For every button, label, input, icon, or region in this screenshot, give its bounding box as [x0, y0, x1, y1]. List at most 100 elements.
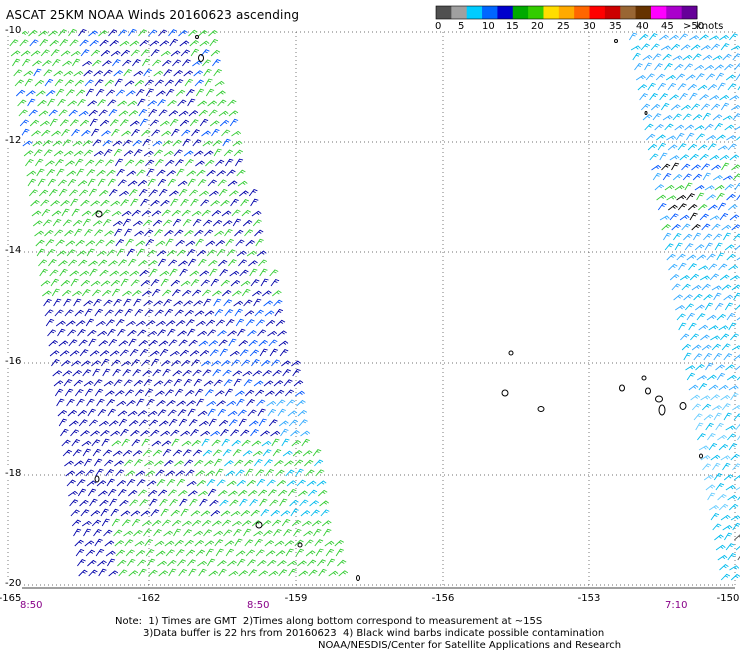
- wind-barb: [281, 511, 290, 516]
- wind-barb: [188, 99, 196, 106]
- wind-barb: [721, 515, 730, 520]
- wind-barb: [143, 139, 151, 146]
- wind-barb: [633, 53, 641, 60]
- wind-barb: [727, 434, 736, 440]
- wind-barb: [708, 85, 717, 90]
- note-line-2: 3)Data buffer is 22 hrs from 20160623 4)…: [143, 628, 604, 639]
- latitude-label: -16: [4, 356, 22, 367]
- wind-barb: [703, 173, 711, 180]
- wind-barb: [120, 41, 129, 46]
- wind-barb: [49, 110, 58, 116]
- wind-barb: [137, 399, 145, 406]
- wind-barb: [116, 90, 125, 96]
- wind-barb: [301, 431, 310, 436]
- wind-barb: [139, 30, 147, 36]
- wind-barb: [268, 331, 277, 336]
- wind-barb: [164, 70, 172, 76]
- wind-barb: [675, 306, 684, 310]
- wind-barb: [152, 441, 161, 446]
- wind-barb: [110, 351, 119, 356]
- wind-barb: [101, 200, 110, 206]
- wind-barb: [25, 79, 33, 86]
- wind-barb: [707, 254, 716, 260]
- wind-barb: [216, 549, 224, 556]
- wind-barb: [702, 224, 711, 230]
- wind-barb: [692, 286, 701, 291]
- wind-barb: [120, 350, 129, 356]
- wind-barb: [196, 239, 204, 246]
- legend-swatch: [620, 6, 636, 19]
- wind-barb: [124, 380, 132, 386]
- wind-barb: [74, 71, 83, 76]
- wind-barb: [716, 365, 725, 370]
- wind-barb: [229, 111, 238, 116]
- island: [642, 376, 646, 380]
- wind-barb: [258, 330, 267, 336]
- wind-barb: [130, 41, 139, 46]
- wind-barb: [296, 469, 304, 476]
- wind-barb: [280, 350, 288, 356]
- wind-barb: [121, 50, 130, 56]
- wind-barb: [315, 540, 323, 546]
- wind-barb: [229, 339, 237, 346]
- wind-barb: [125, 229, 133, 236]
- wind-barb: [665, 64, 673, 70]
- wind-barb: [736, 545, 740, 550]
- wind-barb: [190, 271, 199, 276]
- wind-barb: [225, 230, 233, 237]
- wind-barb: [161, 51, 170, 56]
- wind-barb: [169, 340, 177, 346]
- wind-barb: [235, 309, 243, 316]
- wind-barb: [22, 59, 30, 66]
- wind-barb: [680, 334, 689, 340]
- longitude-label: -150: [717, 593, 740, 604]
- wind-barb: [185, 79, 193, 86]
- wind-barb: [218, 409, 226, 416]
- wind-barb: [727, 254, 736, 260]
- wind-barb: [705, 186, 714, 190]
- wind-barb: [92, 520, 101, 526]
- wind-barb: [671, 105, 680, 110]
- wind-barb: [179, 189, 187, 196]
- wind-barb: [128, 491, 137, 497]
- wind-barb: [284, 380, 292, 386]
- wind-barb: [680, 94, 688, 101]
- wind-barb: [193, 450, 202, 456]
- wind-barb: [288, 490, 296, 497]
- wind-barb: [109, 110, 117, 116]
- wind-barb: [702, 404, 711, 410]
- wind-barb: [81, 200, 90, 206]
- wind-barb: [715, 65, 724, 70]
- wind-barb: [221, 280, 230, 286]
- wind-barb: [673, 56, 682, 60]
- wind-barb: [176, 90, 185, 96]
- wind-barb: [35, 80, 44, 86]
- wind-barb: [191, 430, 199, 436]
- wind-barb: [60, 351, 69, 356]
- wind-barb: [42, 210, 50, 217]
- wind-barb: [188, 259, 196, 266]
- wind-barb: [316, 470, 325, 476]
- wind-barb: [688, 85, 697, 91]
- wind-barb: [699, 325, 708, 330]
- wind-barb: [229, 191, 238, 196]
- wind-barb: [319, 569, 327, 576]
- wind-barb: [713, 115, 722, 120]
- wind-barb: [725, 303, 733, 310]
- wind-barb: [115, 391, 124, 396]
- wind-barb: [266, 551, 275, 556]
- wind-barb: [222, 439, 230, 446]
- wind-barb: [183, 450, 191, 456]
- wind-barb: [71, 430, 79, 436]
- wind-barb: [161, 431, 170, 436]
- wind-barb: [278, 331, 287, 336]
- wind-barb: [259, 571, 268, 576]
- wind-barb: [54, 151, 63, 156]
- wind-barb: [222, 520, 231, 526]
- wind-barb: [292, 521, 301, 527]
- wind-barb: [241, 200, 249, 206]
- wind-barb: [101, 509, 109, 516]
- wind-barb: [173, 371, 182, 376]
- wind-barb: [55, 230, 64, 236]
- wind-barb: [94, 71, 103, 76]
